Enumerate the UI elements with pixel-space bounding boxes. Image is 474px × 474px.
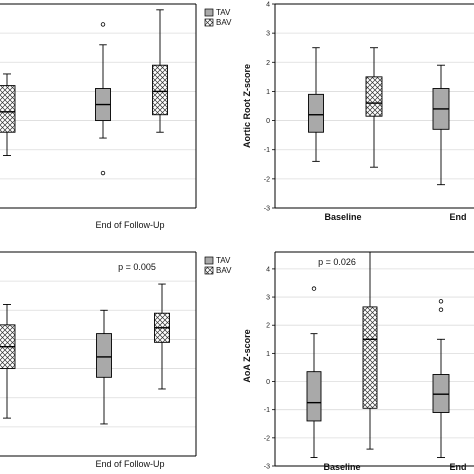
y-tick-label: -2: [264, 176, 270, 183]
box-tav-end-of-follow-up: [95, 22, 111, 176]
outlier-point: [100, 170, 106, 176]
p-value-annotation: p = 0.026: [318, 257, 356, 267]
legend-swatch-bav: [204, 18, 214, 27]
box-tav-baseline: [308, 47, 324, 162]
x-tick-label: Baseline: [324, 212, 361, 222]
chart-panel-top-right: -3 -2 -1 0 1 2 3 4 Baseline End Aortic Root Z-scor…: [242, 2, 474, 222]
outlier-point: [438, 307, 444, 312]
y-tick-label: -3: [264, 464, 270, 471]
outlier-point: [438, 299, 444, 304]
y-tick-label: 1: [266, 351, 270, 358]
y-tick-label: 4: [266, 266, 270, 273]
box-iqr: [432, 374, 450, 413]
y-tick-label: 0: [266, 379, 270, 386]
legend-label-tav: TAV: [216, 8, 231, 17]
box-bav-baseline: [365, 47, 383, 168]
box-iqr: [362, 306, 378, 409]
x-tick-label: End: [450, 212, 467, 222]
x-tick-label: Baseline: [323, 462, 360, 472]
box-tav-end-of-follow-up: [96, 309, 112, 425]
y-tick-label: 3: [266, 31, 270, 38]
box-bav-baseline: [362, 251, 378, 450]
legend-swatch-tav: [204, 8, 214, 17]
y-tick-label: -1: [264, 147, 270, 154]
y-axis-label: Aortic Root Z-score: [242, 64, 252, 148]
box-tav-end-of-follow-up: [432, 64, 450, 186]
legend-swatch-tav: [204, 256, 214, 265]
box-iqr: [152, 64, 168, 116]
box-tav-baseline: [306, 286, 322, 459]
p-value-annotation: p = 0.005: [118, 262, 156, 272]
y-tick-label: 2: [266, 323, 270, 330]
legend-label-bav: BAV: [216, 18, 232, 27]
box-bav-end-of-follow-up: [152, 9, 168, 133]
outlier-point: [311, 286, 317, 291]
y-tick-label: 2: [266, 60, 270, 67]
y-tick-label: -3: [264, 206, 270, 213]
box-bav-baseline: [0, 73, 16, 156]
x-axis-label: End of Follow-Up: [95, 220, 164, 230]
y-tick-label: -1: [264, 407, 270, 414]
x-axis-label: End of Follow-Up: [95, 459, 164, 469]
y-tick-label: 1: [266, 89, 270, 96]
box-iqr: [0, 85, 16, 133]
outlier-point: [100, 22, 106, 27]
legend-label-tav: TAV: [216, 256, 231, 265]
legend-label-bav: BAV: [216, 266, 232, 275]
box-iqr: [365, 76, 383, 117]
y-tick-label: 0: [266, 118, 270, 125]
y-tick-label: 4: [266, 2, 270, 9]
box-bav-baseline: [0, 304, 16, 419]
y-axis-label: AoA Z-score: [242, 329, 252, 382]
box-iqr: [308, 93, 324, 133]
y-tick-label: 3: [266, 295, 270, 302]
x-tick-label: End: [450, 462, 467, 472]
box-iqr: [306, 371, 322, 422]
box-iqr: [96, 333, 112, 378]
box-tav-end-of-follow-up: [432, 299, 450, 459]
box-bav-end-of-follow-up: [154, 283, 170, 390]
chart-panel-bottom-right: -3 -2 -1 0 1 2 3 4 Baseline End AoA Z-score p = 0.0…: [242, 251, 474, 472]
legend-swatch-bav: [204, 266, 214, 275]
y-tick-label: -2: [264, 435, 270, 442]
